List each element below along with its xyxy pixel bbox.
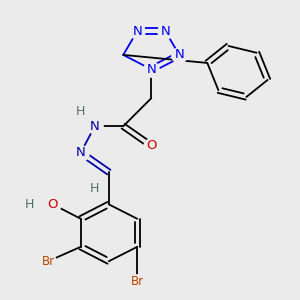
Text: N: N [146, 63, 156, 76]
Text: Br: Br [131, 275, 144, 288]
Text: N: N [174, 48, 184, 62]
Text: O: O [146, 139, 157, 152]
Text: N: N [90, 120, 100, 133]
Text: N: N [76, 146, 86, 159]
Text: O: O [47, 198, 58, 211]
Text: N: N [132, 25, 142, 38]
Text: H: H [90, 182, 100, 195]
Text: H: H [24, 198, 34, 211]
Text: Br: Br [41, 255, 55, 268]
Text: N: N [160, 25, 170, 38]
Text: H: H [75, 105, 85, 118]
